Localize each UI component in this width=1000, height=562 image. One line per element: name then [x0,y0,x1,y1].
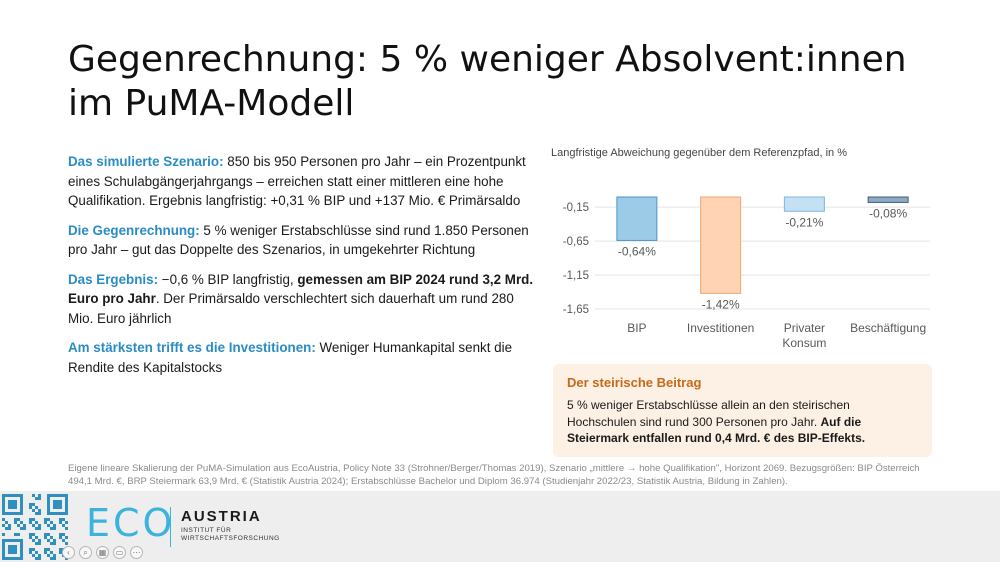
point-label: Das Ergebnis: [68,271,159,287]
logo-divider [170,507,171,547]
bar [616,196,658,241]
data-label: -1,42% [702,297,740,311]
x-tick-label: Investitionen [687,321,754,335]
point-text: −0,6 % BIP langfristig, [158,271,298,287]
point-label: Die Gegenrechnung: [68,222,200,238]
key-points: Das simulierte Szenario: 850 bis 950 Per… [68,152,538,387]
y-tick-label: -1,15 [563,270,589,282]
y-tick-label: -0,15 [563,202,589,214]
y-tick-label: -0,65 [563,236,589,248]
source-footnote: Eigene lineare Skalierung der PuMA-Simul… [68,463,920,487]
chart-title: Langfristige Abweichung gegenüber dem Re… [551,147,847,159]
logo-subtitle-line-2: WIRTSCHAFTSFORSCHUNG [181,534,280,542]
point-scenario: Das simulierte Szenario: 850 bis 950 Per… [68,152,538,211]
data-label: -0,08% [869,206,907,220]
box-bold-text: Auf die Steiermark entfallen rund 0,4 Mr… [567,414,866,446]
zoom-icon[interactable]: ⌕ [79,546,92,559]
bar [783,196,825,212]
y-tick-label: -1,65 [563,304,589,316]
title-line-2: im PuMA-Modell [68,83,355,124]
point-bold-text: gemessen am BIP 2024 rund 3,2 Mrd. Euro … [68,271,534,307]
slide-toolbar: ‹ ⌕ ▦ ▭ ⋯ [62,546,143,559]
box-text: 5 % weniger Erstabschlüsse allein an den… [567,397,918,447]
logo-subtitle-line-1: INSTITUT FÜR [181,527,232,534]
styrian-contribution-box: Der steirische Beitrag 5 % weniger Ersta… [553,364,932,457]
data-label: -0,21% [785,215,823,229]
point-text-2: . Der Primärsaldo verschlechtert sich da… [68,291,514,326]
logo-austria: AUSTRIA [181,508,262,525]
box-body: 5 % weniger Erstabschlüsse allein an den… [567,398,850,429]
more-options-icon[interactable]: ⋯ [130,546,143,559]
x-tick-label: Privater [784,321,825,335]
bar-chart: -0,15 -0,65 -1,15 -1,65 -0,64% BIP -1,42% Inves… [563,196,930,350]
point-result: Das Ergebnis: −0,6 % BIP langfristig, ge… [68,270,538,329]
x-tick-label: Beschäftigung [850,321,926,335]
title-line-1: Gegenrechnung: 5 % weniger Absolvent:inn… [68,39,907,80]
box-title: Der steirische Beitrag [567,375,702,390]
page-title: Gegenrechnung: 5 % weniger Absolvent:inn… [68,38,948,126]
bar [700,196,742,294]
point-text: Weniger Humankapital senkt die Rendite d… [68,340,513,375]
point-label: Das simulierte Szenario: [68,154,224,169]
logo-subtitle: INSTITUT FÜR WIRTSCHAFTSFORSCHUNG [181,527,280,542]
point-counter: Die Gegenrechnung: 5 % weniger Erstabsch… [68,221,538,260]
bar [867,196,909,203]
x-tick-label: Konsum [782,336,826,350]
footer-bar: ECO AUSTRIA INSTITUT FÜR WIRTSCHAFTSFORS… [0,491,1000,562]
x-tick-label: BIP [627,321,646,335]
point-text: 5 % weniger Erstabschlüsse sind rund 1.8… [68,222,529,258]
slides-overview-icon[interactable]: ▦ [96,546,109,559]
point-investment: Am stärksten trifft es die Investitionen… [68,338,538,377]
point-label: Am stärksten trifft es die Investitionen… [68,340,316,355]
data-label: -0,64% [618,244,656,258]
qr-code-icon [2,494,68,560]
logo-eco: ECO [86,501,176,545]
point-text: 850 bis 950 Personen pro Jahr – ein Proz… [68,154,526,208]
camera-icon[interactable]: ▭ [113,546,126,559]
previous-slide-button[interactable]: ‹ [62,546,75,559]
